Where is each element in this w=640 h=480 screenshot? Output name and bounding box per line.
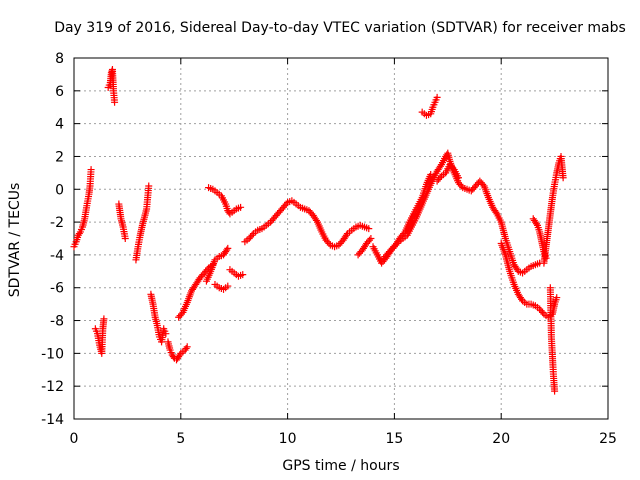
series-segment-21 [540,152,567,267]
y-tick-label: -14 [41,412,64,428]
data-point [559,174,567,182]
series-segment-11 [211,280,232,293]
data-point [365,236,373,244]
data-point [553,294,561,302]
series-segment-5 [132,182,153,264]
data-point [111,98,119,106]
series-segment-4 [115,200,129,242]
y-tick-label: 8 [55,51,64,67]
x-tick-label: 5 [176,431,185,447]
series-segment-13 [241,197,373,251]
data-point [433,93,441,101]
data-point [449,164,457,172]
y-tick-label: 6 [55,84,64,100]
data-point [400,230,408,238]
data-point [367,235,375,242]
data-point [454,174,462,182]
data-point [100,315,108,323]
data-point [87,166,95,174]
x-tick-label: 15 [385,431,403,447]
data-point [436,174,444,182]
x-tick-label: 20 [492,431,510,447]
data-point [479,180,487,188]
plot-frame [73,57,609,420]
data-point [532,220,540,228]
data-point [183,343,191,351]
data-point [237,203,245,211]
y-tick-label: 2 [55,149,64,165]
data-point [517,295,525,303]
y-tick-label: -6 [50,281,64,297]
data-point [325,239,333,247]
data-point [121,235,129,242]
data-point [178,310,186,318]
y-axis-label: SDTVAR / TECUs [7,183,23,298]
data-point [182,344,190,352]
data-point [239,271,247,279]
series-segment-19 [497,239,561,321]
data-point [282,200,290,208]
series-segment-3 [104,65,119,106]
data-point [224,244,232,252]
y-tick-label: -2 [50,215,64,231]
data-point [436,162,444,170]
series-segment-7 [164,338,191,364]
x-axis-label: GPS time / hours [282,458,399,474]
series-segment-14 [354,235,375,259]
series-segment-18 [433,161,462,185]
data-point [176,351,184,359]
series-segment-17 [418,93,441,119]
grid [74,58,608,419]
y-tick-label: -8 [50,314,64,330]
x-tick-label: 10 [279,431,297,447]
data-point [457,182,465,190]
data-point [162,330,170,338]
series-segment-12 [226,266,247,280]
y-tick-label: -12 [41,379,64,395]
series-segment-8 [175,261,217,321]
y-tick-label: -4 [50,248,64,264]
data-point [342,231,350,239]
data-point [312,216,320,224]
data-point [551,387,559,395]
data-point [145,182,153,190]
x-tick-label: 25 [599,431,617,447]
data-point [75,230,83,238]
x-tick-label: 0 [70,431,79,447]
series-segment-22 [546,284,559,395]
series-segment-16 [380,171,435,262]
series-segment-10 [205,184,245,218]
series-segment-9 [202,244,232,285]
axis-ticks [73,57,609,420]
data-point [427,171,435,179]
y-tick-label: 4 [55,117,64,133]
data-points [70,65,567,395]
y-tick-label: -10 [41,346,64,362]
data-point [538,308,546,316]
chart-title: Day 319 of 2016, Sidereal Day-to-day VTE… [54,20,626,36]
data-point [248,231,256,239]
series-segment-20 [529,215,550,262]
y-tick-label: 0 [55,182,64,198]
series-segment-1 [70,166,95,251]
series-segment-6 [147,290,170,346]
data-point [224,282,232,290]
data-point [223,246,231,254]
data-point [365,225,373,233]
series-segment-2 [91,315,108,357]
data-point [492,208,500,216]
